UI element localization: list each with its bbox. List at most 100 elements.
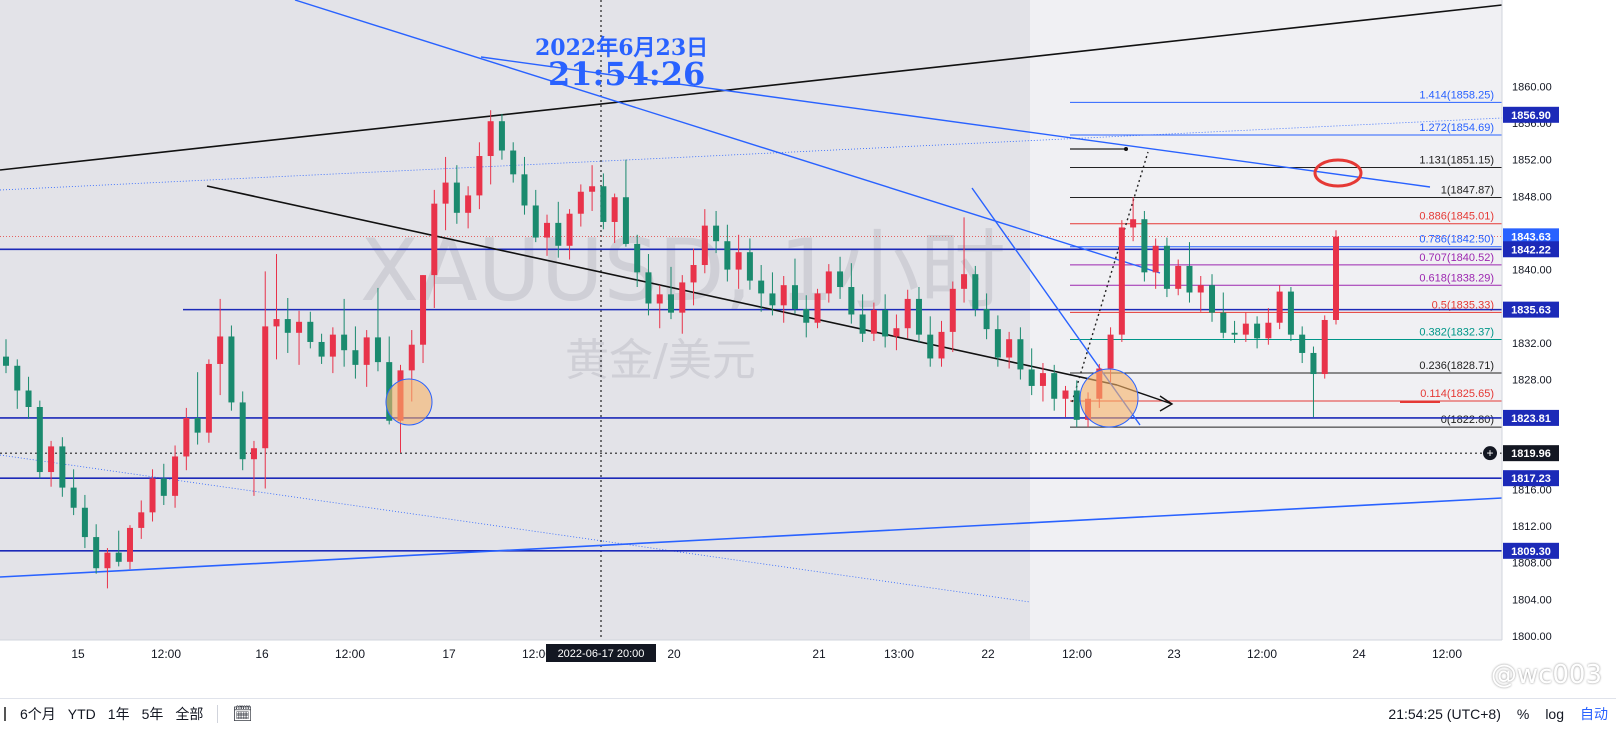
fib-level-label: 0.886(1845.01) bbox=[1419, 211, 1494, 223]
unshaded-area bbox=[1030, 0, 1502, 640]
price-tag-label: 1823.81 bbox=[1511, 413, 1551, 425]
price-tick-label: 1852.00 bbox=[1512, 155, 1552, 167]
fib-level-label: 0.382(1832.37) bbox=[1419, 326, 1494, 338]
candle-body bbox=[791, 285, 798, 309]
crosshair-time-bg bbox=[546, 644, 656, 662]
price-tag-label: 1819.96 bbox=[1511, 448, 1551, 460]
candle-body bbox=[239, 402, 246, 460]
price-tick-label: 1816.00 bbox=[1512, 484, 1552, 496]
target-ellipse bbox=[1313, 158, 1363, 188]
corner-watermark: @wc003 bbox=[1490, 660, 1602, 690]
candle-body bbox=[296, 321, 303, 333]
time-tick-label: 12:00 bbox=[522, 647, 552, 661]
candle-body bbox=[521, 174, 528, 206]
percent-toggle[interactable]: % bbox=[1516, 706, 1530, 722]
fib-level-label: 1.272(1854.69) bbox=[1419, 122, 1494, 134]
price-tick-label: 1860.00 bbox=[1512, 81, 1552, 93]
range-ytd[interactable]: YTD bbox=[67, 706, 96, 722]
price-tag-label: 1856.90 bbox=[1511, 110, 1551, 122]
range-1y[interactable]: 1年 bbox=[107, 706, 130, 722]
blue-downtrend-top bbox=[480, 56, 1431, 188]
candle-body bbox=[1321, 319, 1328, 375]
auto-scale-toggle[interactable]: 自动 bbox=[1580, 706, 1608, 722]
candle-body bbox=[81, 507, 88, 538]
candle-body bbox=[1242, 323, 1249, 335]
time-tick-label: 22 bbox=[981, 647, 995, 661]
dashed-guides bbox=[0, 0, 1503, 640]
range-5y[interactable]: 5年 bbox=[141, 706, 164, 722]
candle-body bbox=[172, 456, 179, 496]
candle-body bbox=[1231, 332, 1238, 335]
candle-body bbox=[194, 417, 201, 433]
candle-body bbox=[307, 321, 314, 342]
candle-body bbox=[453, 182, 460, 213]
axis-background bbox=[1502, 0, 1616, 640]
candle-body bbox=[341, 334, 348, 351]
candle-body bbox=[1276, 291, 1283, 323]
log-toggle[interactable]: log bbox=[1545, 706, 1564, 722]
fibonacci-retracement[interactable]: 1.414(1858.25) 1.272(1854.69) 1.131(1851.1… bbox=[1070, 89, 1502, 428]
candle-body bbox=[487, 121, 494, 157]
candle-body bbox=[1197, 285, 1204, 293]
bottom-toolbar: 6个月 YTD 1年 5年 全部 🗓 21:54:25 (UTC+8) % lo… bbox=[0, 698, 1616, 729]
price-tag-label: 1835.63 bbox=[1511, 305, 1551, 317]
candle-body bbox=[746, 252, 753, 281]
time-tick-label: 21 bbox=[812, 647, 826, 661]
range-all[interactable]: 全部 bbox=[175, 706, 204, 722]
candle-body bbox=[927, 334, 934, 359]
candle-body bbox=[1287, 291, 1294, 335]
fib-level-label: 0.114(1825.65) bbox=[1420, 388, 1494, 400]
trend-lines[interactable] bbox=[0, 0, 1503, 578]
candle-body bbox=[476, 156, 483, 196]
projection-dotted bbox=[1071, 151, 1149, 403]
candle-body bbox=[1062, 390, 1069, 399]
price-axis[interactable]: 1800.001804.001808.001812.001816.001820.… bbox=[1483, 0, 1616, 643]
candle-body bbox=[983, 308, 990, 330]
time-axis[interactable]: 15 12:00 16 12:00 17 12:00 20 21 13:00 22 12:00 23 1… bbox=[0, 639, 1616, 698]
candle-body bbox=[374, 337, 381, 363]
time-tick-label: 17 bbox=[442, 647, 456, 661]
candle-body bbox=[36, 407, 43, 473]
candle-body bbox=[420, 275, 427, 345]
candle-body bbox=[994, 329, 1001, 358]
candle-body bbox=[758, 280, 765, 294]
candle-body bbox=[1039, 373, 1046, 386]
candle-body bbox=[1006, 339, 1013, 358]
clock: 21:54:25 (UTC+8) bbox=[1388, 706, 1501, 722]
candle-body bbox=[442, 182, 449, 204]
time-tick-label: 12:00 bbox=[151, 647, 181, 661]
candle-body bbox=[1107, 334, 1114, 369]
candle-body bbox=[859, 314, 866, 334]
time-tick-label: 12:00 bbox=[1062, 647, 1092, 661]
date-stamp: 2022年6月23日 bbox=[535, 35, 709, 61]
candle-body bbox=[1073, 390, 1080, 420]
toolbar-right: 21:54:25 (UTC+8) % log 自动 bbox=[1380, 699, 1616, 729]
candle-body bbox=[825, 271, 832, 294]
candle-body bbox=[363, 337, 370, 365]
candle-body bbox=[1141, 219, 1148, 273]
time-tick-label: 20 bbox=[667, 647, 681, 661]
goto-date-icon[interactable]: 🗓 bbox=[232, 706, 253, 723]
candle-body bbox=[1265, 322, 1272, 339]
highlight-circle-left bbox=[385, 378, 433, 426]
candle-body bbox=[510, 150, 517, 175]
candle-body bbox=[273, 319, 280, 327]
candle-body bbox=[149, 478, 156, 513]
candle-body bbox=[1333, 236, 1339, 320]
price-tag-bg bbox=[1503, 241, 1559, 258]
range-6m[interactable]: 6个月 bbox=[20, 706, 56, 722]
candle-body bbox=[217, 336, 224, 364]
price-tag-bg bbox=[1503, 301, 1559, 318]
arrow-head bbox=[1159, 395, 1174, 412]
candle-body bbox=[329, 334, 336, 357]
candle-body bbox=[498, 121, 505, 151]
fib-level-label: 0.707(1840.52) bbox=[1419, 252, 1494, 264]
candle-body bbox=[701, 225, 708, 266]
price-tag-label: 1809.30 bbox=[1511, 546, 1551, 558]
candle-body bbox=[735, 252, 742, 270]
toolbar-divider bbox=[217, 705, 219, 723]
candle-body bbox=[645, 272, 652, 304]
fib-level-label: 0.786(1842.50) bbox=[1419, 234, 1494, 246]
candle-body bbox=[1051, 373, 1058, 399]
